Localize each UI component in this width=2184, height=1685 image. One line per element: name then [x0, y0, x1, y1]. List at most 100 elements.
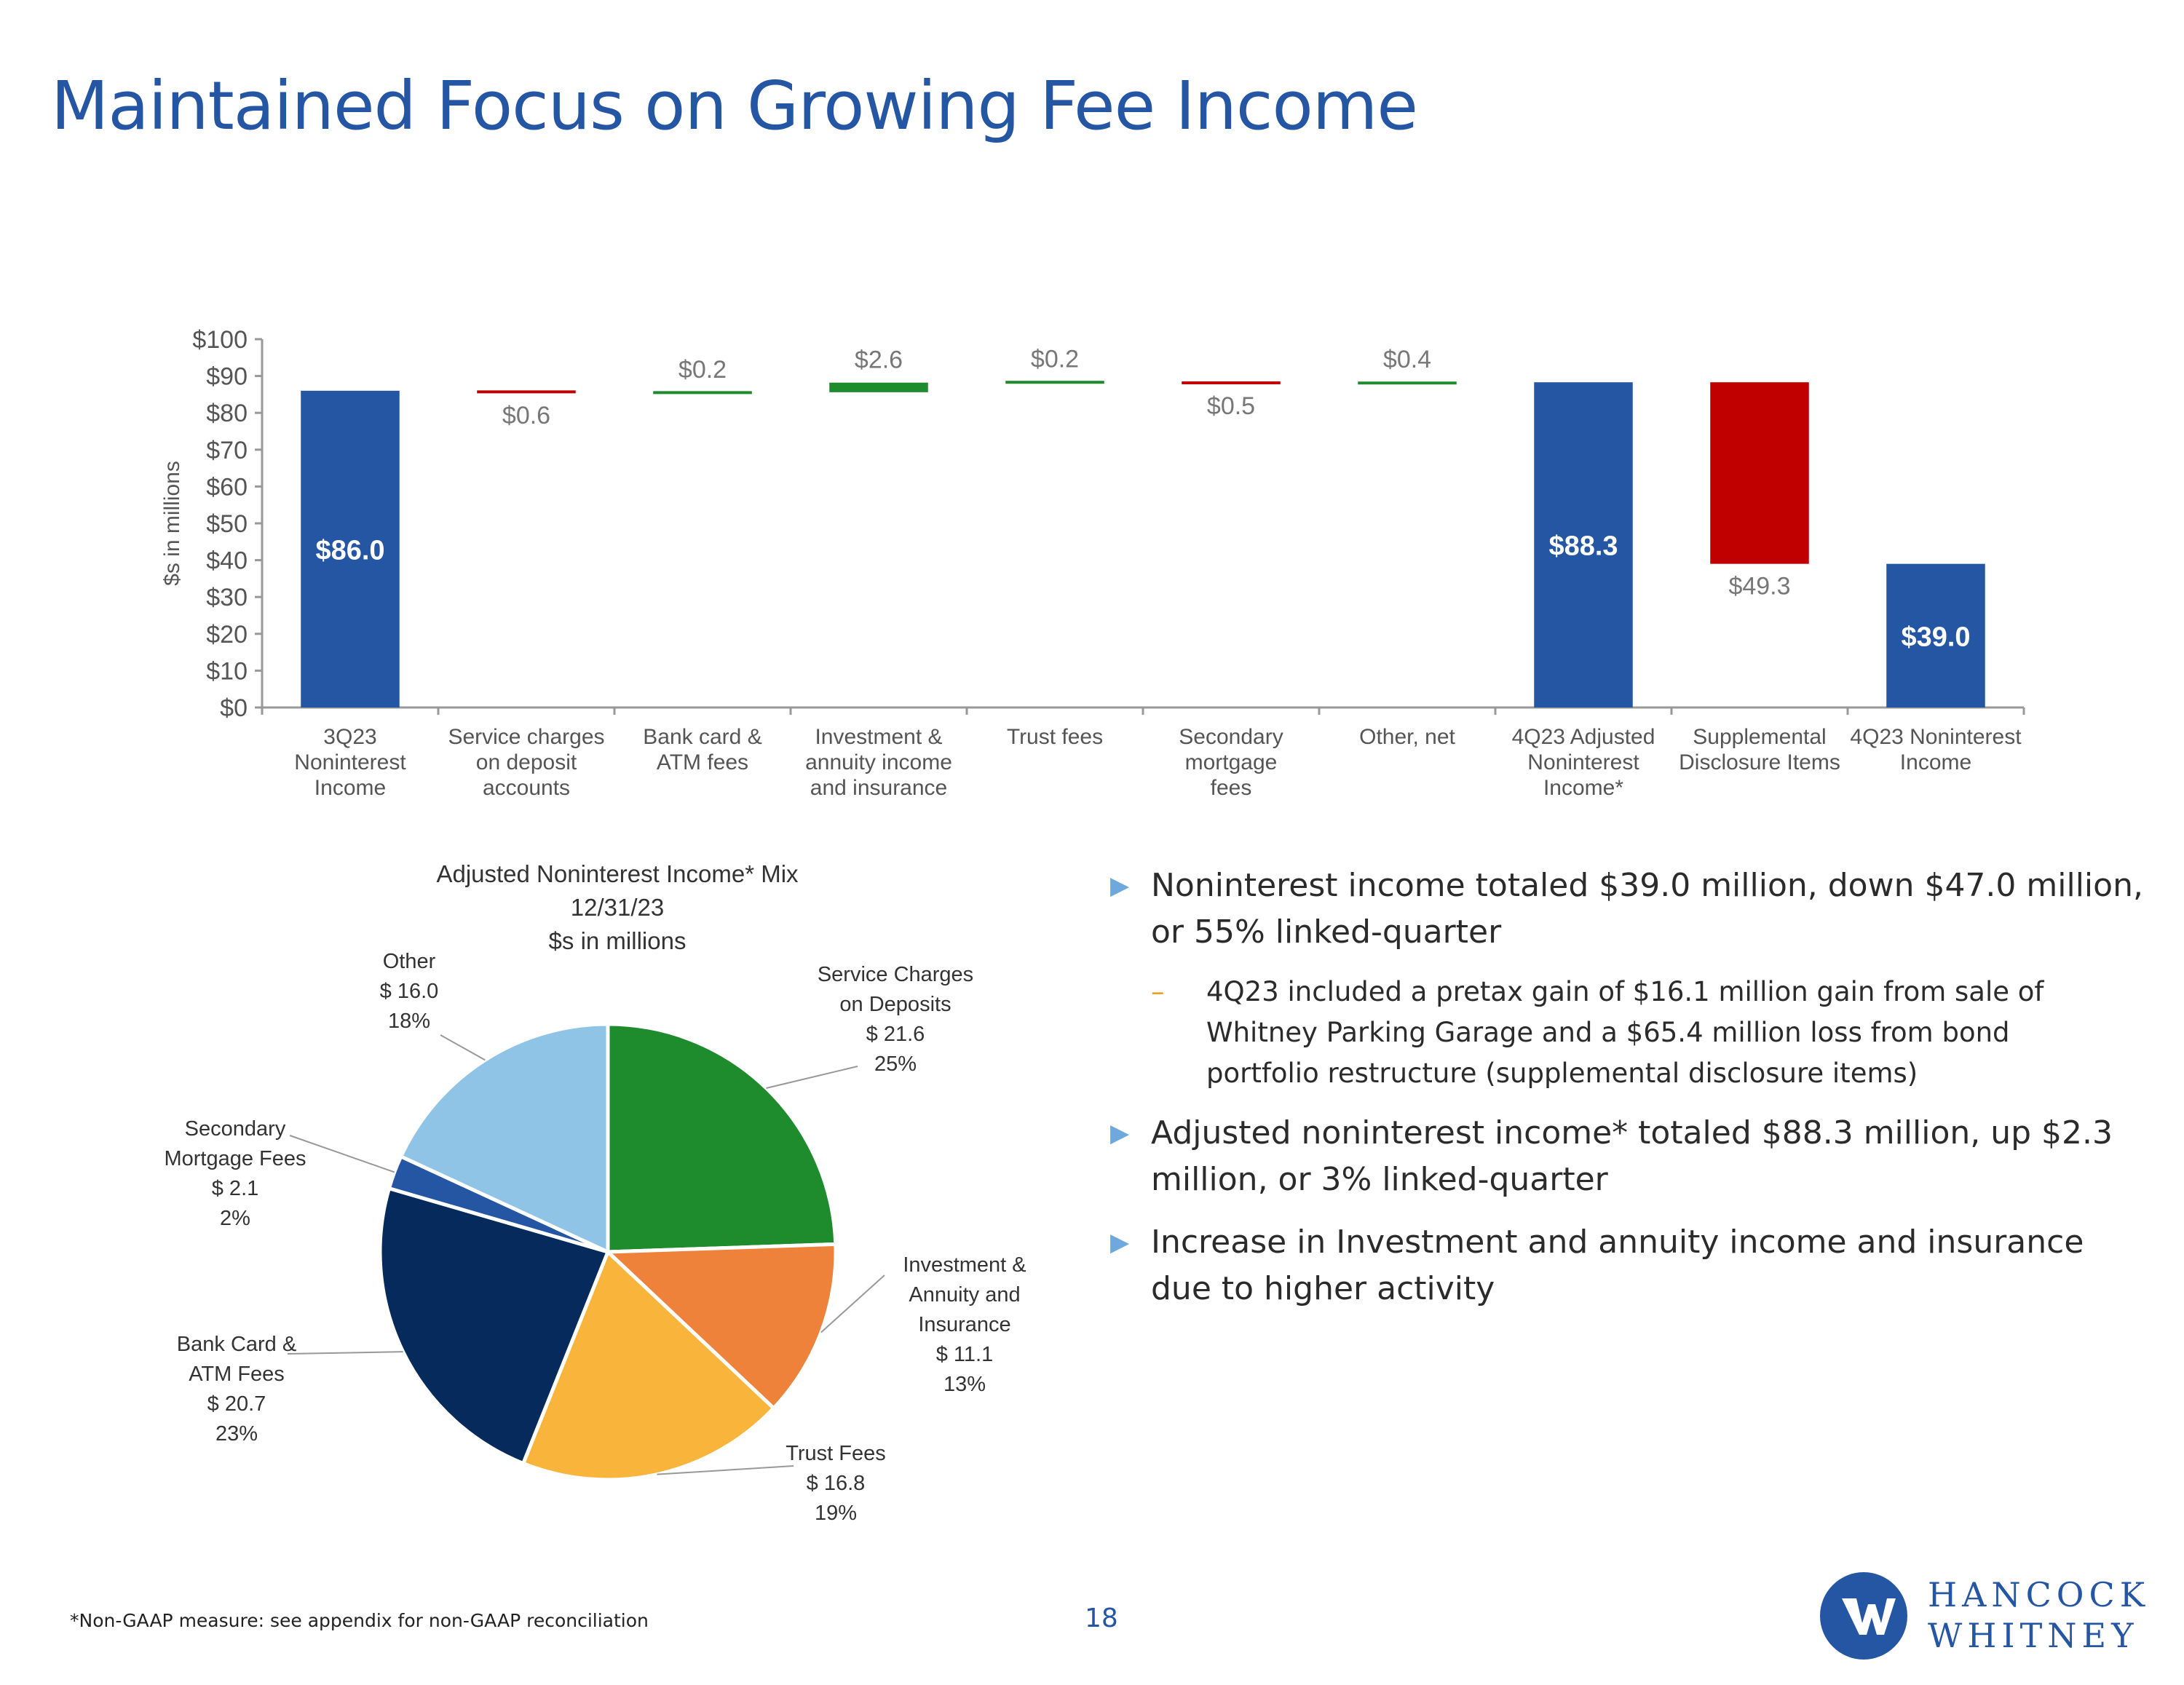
- bar-value-label: $39.0: [1901, 622, 1970, 652]
- y-tick-label: $30: [206, 584, 248, 611]
- x-tick-label: Income: [1900, 750, 1971, 774]
- bar-value-label: $0.4: [1383, 346, 1431, 373]
- pie-slice-label: Service Charges: [818, 963, 973, 986]
- pie-slice-label: 18%: [388, 1010, 430, 1033]
- triangle-bullet-icon: ▶: [1110, 1228, 1130, 1257]
- pie-title: $s in millions: [549, 927, 687, 954]
- logo-text-hancock: HANCOCK: [1928, 1575, 2151, 1614]
- sub-bullet-text: 4Q23 included a pretax gain of $16.1 mil…: [1206, 976, 2044, 1089]
- logo-text-whitney: WHITNEY: [1928, 1616, 2139, 1655]
- pie-slice-label: Secondary: [185, 1117, 286, 1141]
- pie-slice-label: on Deposits: [839, 993, 951, 1016]
- bar-value-label: $2.6: [855, 346, 903, 374]
- pie-slice-label: ATM Fees: [189, 1363, 285, 1386]
- x-tick-label: Other, net: [1359, 725, 1455, 749]
- bullet-text: Increase in Investment and annuity incom…: [1151, 1224, 2084, 1307]
- x-tick-label: 4Q23 Adjusted: [1512, 725, 1655, 749]
- y-tick-label: $90: [206, 363, 248, 391]
- bullet-text: Noninterest income totaled $39.0 million…: [1151, 867, 2143, 951]
- waterfall-bar: [653, 391, 752, 395]
- bar-value-label: $88.3: [1548, 531, 1618, 562]
- bullet-item: ▶ Noninterest income totaled $39.0 milli…: [1110, 863, 2144, 956]
- waterfall-bar: [1182, 381, 1281, 384]
- leader-line: [440, 1034, 486, 1061]
- pie-slice-label: 19%: [815, 1502, 857, 1525]
- triangle-bullet-icon: ▶: [1110, 1119, 1130, 1148]
- page-title: Maintained Focus on Growing Fee Income: [51, 67, 1418, 145]
- bullet-text: Adjusted noninterest income* totaled $88…: [1151, 1114, 2113, 1198]
- pie-slice-label: $ 16.0: [380, 980, 439, 1003]
- pie-slice: [606, 1022, 838, 1254]
- x-tick-label: Secondary: [1179, 725, 1283, 749]
- bullet-item: ▶ Increase in Investment and annuity inc…: [1110, 1219, 2144, 1312]
- bar-value-label: $86.0: [315, 535, 384, 566]
- pie-slice-label: Bank Card &: [177, 1333, 296, 1356]
- pie-title: 12/31/23: [571, 894, 664, 921]
- pie-slice-label: Mortgage Fees: [164, 1147, 306, 1170]
- x-tick-label: accounts: [483, 776, 570, 800]
- sub-bullet-item: – 4Q23 included a pretax gain of $16.1 m…: [1151, 972, 2080, 1094]
- waterfall-chart: $0 $10 $20 $30 $40 $50 $60 $70 $80 $90 $100 $s in m…: [160, 326, 2025, 800]
- leader-line: [289, 1135, 395, 1173]
- y-tick-label: $100: [192, 326, 248, 354]
- triangle-bullet-icon: ▶: [1110, 871, 1130, 900]
- waterfall-bar: [1710, 382, 1809, 564]
- hancock-whitney-logo: HANCOCK WHITNEY: [1820, 1572, 2148, 1667]
- bar-value-label: $0.2: [1031, 346, 1079, 373]
- y-tick-label: $70: [206, 437, 248, 464]
- dash-bullet-icon: –: [1151, 976, 1165, 1007]
- logo-mark-icon: [1820, 1572, 1907, 1660]
- y-tick-label: $60: [206, 473, 248, 501]
- bar-value-label: $0.5: [1207, 392, 1255, 420]
- waterfall-bar: [301, 390, 400, 707]
- pie-title: Adjusted Noninterest Income* Mix: [436, 860, 799, 887]
- waterfall-bar: [829, 382, 928, 392]
- leader-line: [820, 1274, 885, 1333]
- waterfall-bar: [1534, 382, 1633, 707]
- pie-slice-label: $ 2.1: [212, 1177, 259, 1200]
- bar-value-label: $49.3: [1728, 573, 1790, 600]
- x-tick-label: Income: [314, 776, 386, 800]
- bullet-list: ▶ Noninterest income totaled $39.0 milli…: [1110, 863, 2144, 1328]
- leader-line: [287, 1351, 403, 1355]
- x-tick-label: Trust fees: [1007, 725, 1103, 749]
- x-tick-label: Disclosure Items: [1679, 750, 1840, 774]
- pie-slice-label: 13%: [943, 1373, 986, 1396]
- x-tick-label: Investment &: [815, 725, 942, 749]
- y-tick-label: $0: [220, 694, 248, 722]
- pie-slice-label: 25%: [874, 1052, 917, 1076]
- y-tick-label: $80: [206, 400, 248, 427]
- y-tick-label: $40: [206, 547, 248, 575]
- x-tick-label: 4Q23 Noninterest: [1850, 725, 2022, 749]
- y-tick-label: $50: [206, 510, 248, 538]
- pie-slice-label: Annuity and: [909, 1283, 1020, 1307]
- pie-slice-label: Other: [383, 950, 436, 973]
- pie-slice: [398, 1022, 610, 1255]
- page-number: 18: [1085, 1603, 1118, 1633]
- pie-slice-label: Trust Fees: [786, 1442, 886, 1465]
- x-tick-label: Income*: [1543, 776, 1623, 800]
- leader-line: [766, 1066, 858, 1089]
- pie-slice-label: $ 11.1: [936, 1343, 993, 1366]
- x-tick-label: fees: [1211, 776, 1252, 800]
- footnote: *Non-GAAP measure: see appendix for non-…: [70, 1610, 649, 1631]
- x-tick-label: on deposit: [476, 750, 577, 774]
- y-tick-label: $10: [206, 657, 248, 685]
- bar-value-label: $0.6: [502, 402, 550, 429]
- pie-slice-label: 23%: [215, 1422, 258, 1446]
- bullet-item: ▶ Adjusted noninterest income* totaled $…: [1110, 1110, 2144, 1203]
- x-tick-label: and insurance: [810, 776, 947, 800]
- x-tick-label: Noninterest: [294, 750, 406, 774]
- pie-slice-label: 2%: [220, 1207, 250, 1230]
- pie-slice-label: Insurance: [918, 1313, 1010, 1336]
- pie-chart: Adjusted Noninterest Income* Mix 12/31/23…: [164, 860, 1026, 1525]
- pie-slice-label: $ 20.7: [207, 1392, 266, 1416]
- pie-slice-label: $ 21.6: [866, 1023, 925, 1046]
- x-tick-label: Bank card &: [643, 725, 761, 749]
- waterfall-bar: [1005, 381, 1104, 384]
- bar-value-label: $0.2: [678, 356, 727, 384]
- x-tick-label: Supplemental: [1693, 725, 1826, 749]
- x-tick-label: annuity income: [805, 750, 952, 774]
- pie-slice-label: Investment &: [903, 1253, 1026, 1277]
- waterfall-bar: [477, 390, 576, 394]
